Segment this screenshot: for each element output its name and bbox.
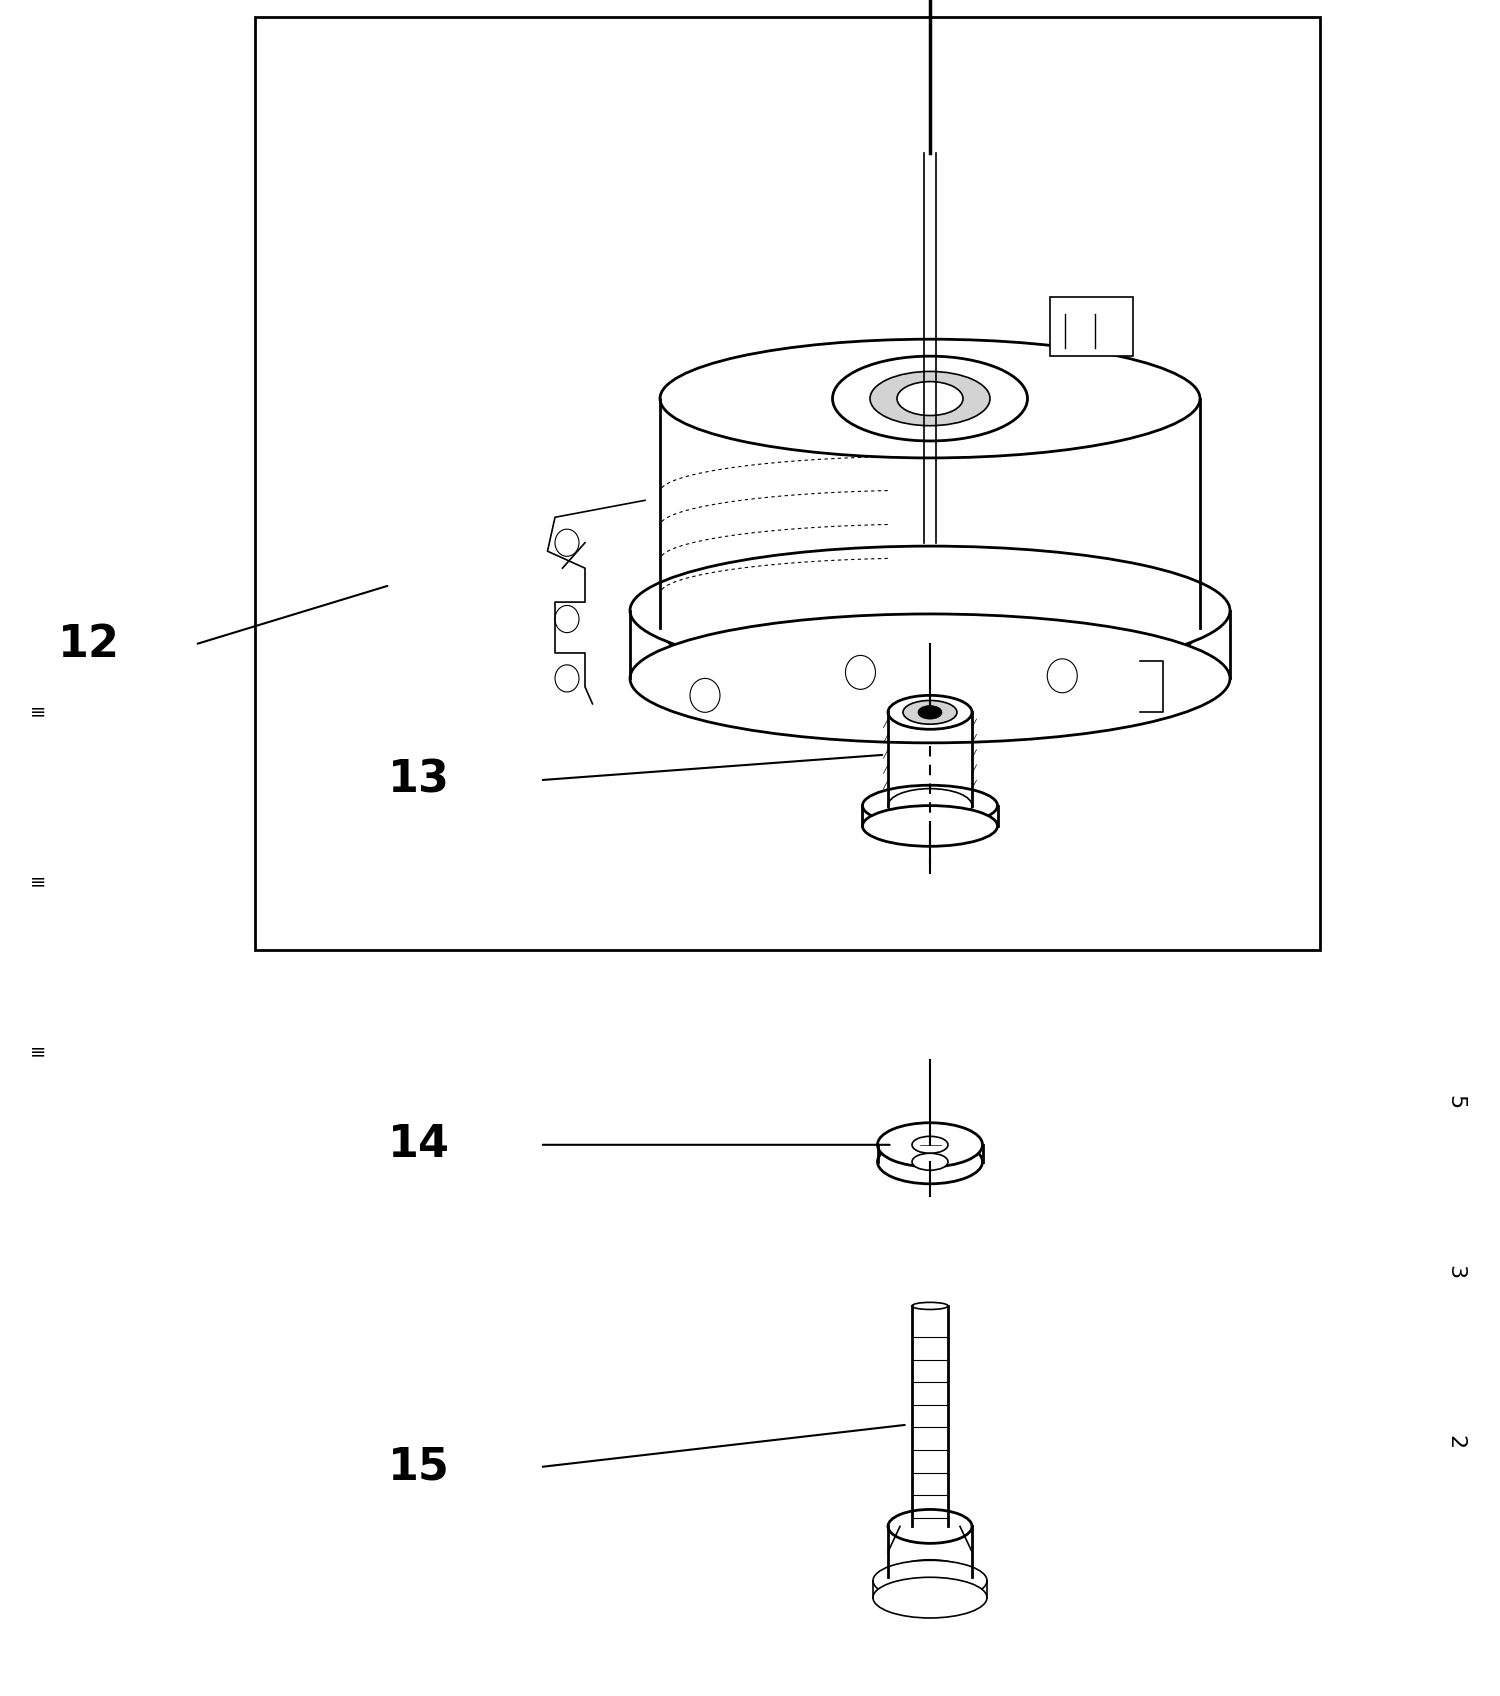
Ellipse shape	[912, 1136, 948, 1153]
Ellipse shape	[870, 371, 990, 426]
Ellipse shape	[833, 356, 1028, 441]
Text: 5: 5	[1444, 1096, 1466, 1109]
Text: 13: 13	[388, 758, 450, 802]
Ellipse shape	[912, 1303, 948, 1309]
Circle shape	[1047, 658, 1077, 692]
Circle shape	[555, 665, 579, 692]
Text: 14: 14	[388, 1123, 450, 1167]
Ellipse shape	[630, 614, 1230, 743]
Ellipse shape	[918, 706, 942, 719]
Text: 12: 12	[58, 622, 120, 667]
Ellipse shape	[888, 1509, 972, 1543]
Text: ≡: ≡	[30, 1041, 46, 1062]
Text: ≡: ≡	[30, 872, 46, 892]
Text: 2: 2	[1444, 1435, 1466, 1448]
Circle shape	[555, 605, 579, 633]
Ellipse shape	[862, 806, 998, 846]
Bar	[1050, 297, 1132, 356]
Circle shape	[555, 529, 579, 556]
Ellipse shape	[873, 1577, 987, 1618]
Ellipse shape	[888, 695, 972, 729]
Circle shape	[690, 678, 720, 712]
Ellipse shape	[897, 382, 963, 416]
Ellipse shape	[878, 1123, 983, 1167]
Circle shape	[846, 655, 876, 689]
Bar	[255, 17, 1320, 950]
Text: 15: 15	[388, 1445, 450, 1489]
Ellipse shape	[862, 785, 998, 826]
Text: ≡: ≡	[30, 702, 46, 722]
Ellipse shape	[903, 700, 957, 724]
Ellipse shape	[630, 546, 1230, 675]
Text: 3: 3	[1444, 1265, 1466, 1279]
Ellipse shape	[912, 1153, 948, 1170]
Ellipse shape	[888, 789, 972, 823]
Ellipse shape	[878, 1140, 983, 1184]
Ellipse shape	[888, 1560, 972, 1594]
Ellipse shape	[873, 1560, 987, 1601]
